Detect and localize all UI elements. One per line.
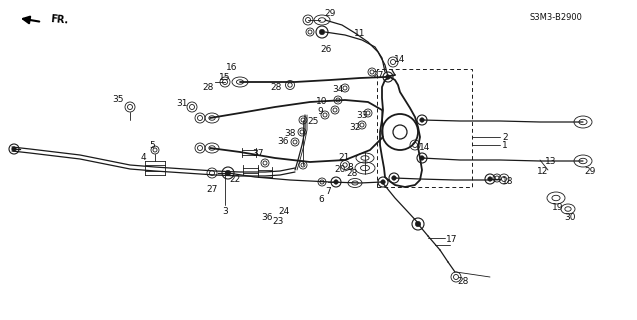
Text: S3M3-B2900: S3M3-B2900: [530, 13, 583, 22]
Circle shape: [420, 118, 424, 122]
Text: 35: 35: [112, 95, 124, 105]
Circle shape: [386, 75, 390, 79]
Text: 23: 23: [272, 218, 283, 227]
Text: 5: 5: [149, 140, 155, 149]
Circle shape: [488, 177, 492, 181]
Text: 33: 33: [356, 110, 368, 119]
Text: 34: 34: [333, 85, 344, 94]
Text: 8: 8: [347, 164, 353, 172]
Text: 6: 6: [318, 196, 324, 204]
Text: 15: 15: [219, 73, 231, 82]
Text: 30: 30: [564, 212, 576, 221]
Circle shape: [420, 156, 424, 160]
Text: 10: 10: [316, 98, 328, 107]
Text: 28: 28: [203, 84, 213, 92]
Text: 37: 37: [252, 148, 264, 157]
Circle shape: [415, 221, 420, 227]
Text: 11: 11: [354, 28, 366, 37]
Text: 32: 32: [349, 124, 361, 132]
Text: 36: 36: [261, 212, 273, 221]
Text: 28: 28: [347, 169, 358, 178]
Text: 28: 28: [457, 277, 469, 286]
Text: 14: 14: [419, 142, 431, 151]
Text: 3: 3: [222, 207, 228, 217]
Text: 31: 31: [176, 100, 188, 108]
Text: 4: 4: [140, 153, 146, 162]
Text: 18: 18: [502, 178, 514, 187]
Text: 14: 14: [394, 55, 406, 65]
Text: 29: 29: [584, 166, 596, 175]
Text: 20: 20: [334, 165, 346, 174]
Text: 28: 28: [270, 83, 282, 92]
Circle shape: [381, 180, 385, 184]
Text: 26: 26: [320, 44, 332, 53]
Text: 36: 36: [277, 138, 289, 147]
Text: FR.: FR.: [50, 14, 69, 26]
Circle shape: [319, 29, 325, 35]
Text: 12: 12: [538, 166, 548, 175]
Text: 17: 17: [447, 236, 458, 244]
Text: 1: 1: [502, 140, 508, 149]
Text: 25: 25: [307, 117, 318, 126]
Text: 38: 38: [284, 129, 296, 138]
Text: 29: 29: [324, 10, 336, 19]
Text: 27: 27: [206, 186, 218, 195]
Text: 27: 27: [372, 70, 383, 79]
Text: 24: 24: [278, 207, 290, 217]
Text: 21: 21: [338, 154, 350, 163]
Text: 16: 16: [226, 63, 238, 73]
Text: 9: 9: [317, 108, 323, 116]
Text: 2: 2: [502, 132, 508, 141]
Text: 22: 22: [229, 174, 241, 183]
Text: 7: 7: [325, 188, 331, 196]
Text: 19: 19: [552, 204, 564, 212]
Circle shape: [334, 180, 338, 184]
Circle shape: [392, 176, 396, 180]
Circle shape: [225, 170, 231, 176]
Text: 13: 13: [545, 157, 557, 166]
Circle shape: [11, 147, 17, 151]
